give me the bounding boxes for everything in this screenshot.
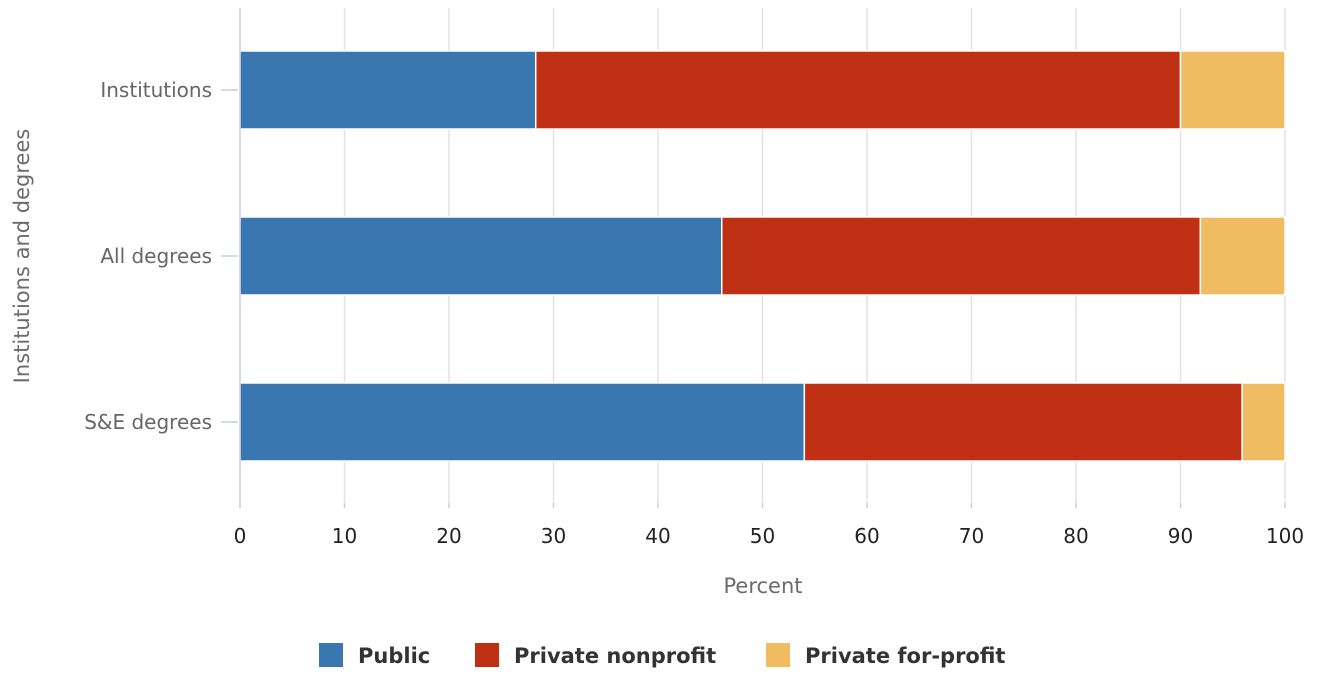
x-tick-label: 100 [1266,524,1304,548]
axes [221,8,1286,508]
bar-segment: All degrees — Private for-profit: 8.1 [1199,216,1286,296]
legend-label: Private for-profit [805,644,1005,668]
x-tick-label: 50 [750,524,775,548]
x-tick-label: 80 [1063,524,1088,548]
bars: Institutions — Public: 28.3Institutions … [239,50,1286,462]
bar-segment: S&E degrees — Private for-profit: 4.1 [1241,382,1286,462]
x-tick-label: 30 [541,524,566,548]
y-category-label: S&E degrees [84,410,212,434]
bar-segment: All degrees — Private nonprofit: 45.8 [720,216,1202,296]
y-axis-title: Institutions and degrees [10,129,34,384]
legend-label: Private nonprofit [514,644,716,668]
x-tick-label: 0 [234,524,247,548]
x-tick-label: 90 [1168,524,1193,548]
x-tick-label: 40 [645,524,670,548]
x-tick-labels: 0 10 20 30 40 50 60 70 80 90 100 [234,524,1304,548]
bar-segment: Institutions — Private nonprofit: 61.7 [534,50,1182,130]
legend-swatch [766,643,790,667]
x-tick-label: 20 [436,524,461,548]
x-tick-label: 70 [959,524,984,548]
bar-segment: S&E degrees — Public: 54 [239,382,806,462]
bar-segment: Institutions — Public: 28.3 [239,50,537,130]
y-category-labels: Institutions All degrees S&E degrees [84,78,212,434]
legend-swatch [319,643,343,667]
bar-segment: S&E degrees — Private nonprofit: 41.9 [803,382,1243,462]
x-tick-label: 60 [854,524,879,548]
legend-label: Public [358,644,430,668]
bar-segment: All degrees — Public: 46.1 [239,216,723,296]
legend-swatch [475,643,499,667]
y-category-label: All degrees [100,244,212,268]
bar-segment: Institutions — Private for-profit: 10 [1179,50,1286,130]
x-tick-label: 10 [332,524,357,548]
y-category-label: Institutions [100,78,212,102]
legend: Public Private nonprofit Private for-profi… [319,643,1005,668]
x-axis-title: Percent [723,574,802,598]
